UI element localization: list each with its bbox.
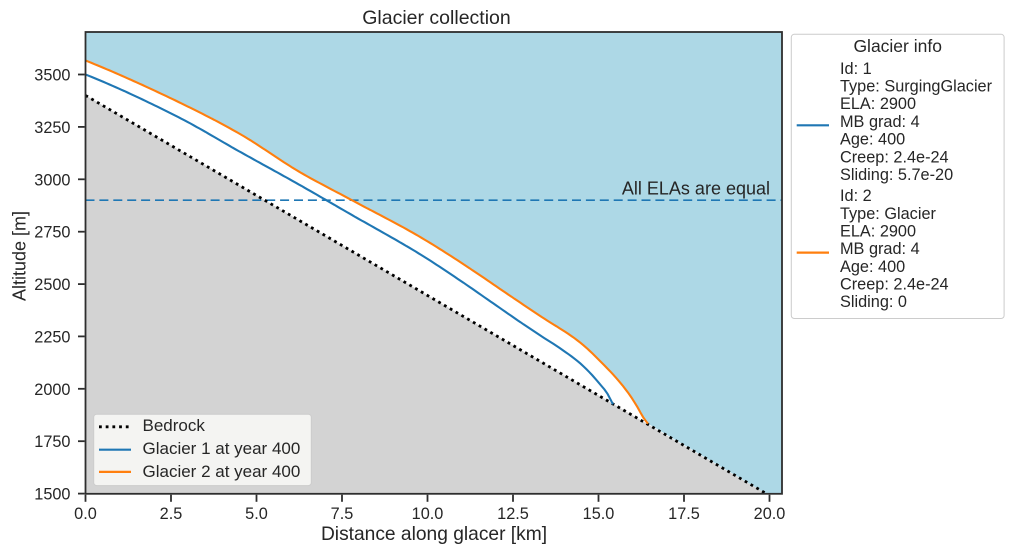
svg-text:Id: 1: Id: 1 [840,60,872,78]
svg-text:3000: 3000 [34,171,70,189]
svg-text:Sliding: 5.7e-20: Sliding: 5.7e-20 [840,166,953,184]
svg-text:Creep: 2.4e-24: Creep: 2.4e-24 [840,148,949,166]
svg-text:Glacier 2 at year 400: Glacier 2 at year 400 [143,462,301,481]
svg-text:1750: 1750 [34,433,70,451]
svg-text:3250: 3250 [34,119,70,137]
svg-text:0.0: 0.0 [74,505,97,523]
svg-text:5.0: 5.0 [245,505,268,523]
svg-text:12.5: 12.5 [497,505,529,523]
svg-text:20.0: 20.0 [754,505,786,523]
svg-text:17.5: 17.5 [668,505,700,523]
svg-text:10.0: 10.0 [412,505,444,523]
svg-text:Id: 2: Id: 2 [840,187,872,205]
svg-text:MB grad: 4: MB grad: 4 [840,240,920,258]
svg-text:Glacier info: Glacier info [853,36,942,56]
svg-text:Creep: 2.4e-24: Creep: 2.4e-24 [840,275,949,293]
svg-text:2500: 2500 [34,276,70,294]
svg-text:1500: 1500 [34,486,70,504]
svg-text:15.0: 15.0 [583,505,615,523]
svg-text:Age: 400: Age: 400 [840,258,905,276]
svg-text:2250: 2250 [34,328,70,346]
svg-text:2.5: 2.5 [160,505,183,523]
svg-text:Glacier collection: Glacier collection [362,7,510,29]
svg-text:Distance along glacer [km]: Distance along glacer [km] [321,524,547,545]
svg-text:ELA: 2900: ELA: 2900 [840,95,916,113]
svg-text:MB grad: 4: MB grad: 4 [840,113,920,131]
svg-text:Sliding: 0: Sliding: 0 [840,293,907,311]
svg-text:ELA: 2900: ELA: 2900 [840,223,916,241]
svg-text:7.5: 7.5 [331,505,354,523]
svg-text:3500: 3500 [34,67,70,85]
svg-text:Bedrock: Bedrock [143,416,206,435]
svg-text:2000: 2000 [34,381,70,399]
svg-text:Type: SurgingGlacier: Type: SurgingGlacier [840,78,993,96]
svg-text:All ELAs are equal: All ELAs are equal [622,179,770,199]
svg-text:Type: Glacier: Type: Glacier [840,205,936,223]
svg-text:Glacier 1 at year 400: Glacier 1 at year 400 [143,439,301,458]
svg-text:Altitude [m]: Altitude [m] [10,211,30,301]
svg-text:Age: 400: Age: 400 [840,131,905,149]
svg-text:2750: 2750 [34,224,70,242]
